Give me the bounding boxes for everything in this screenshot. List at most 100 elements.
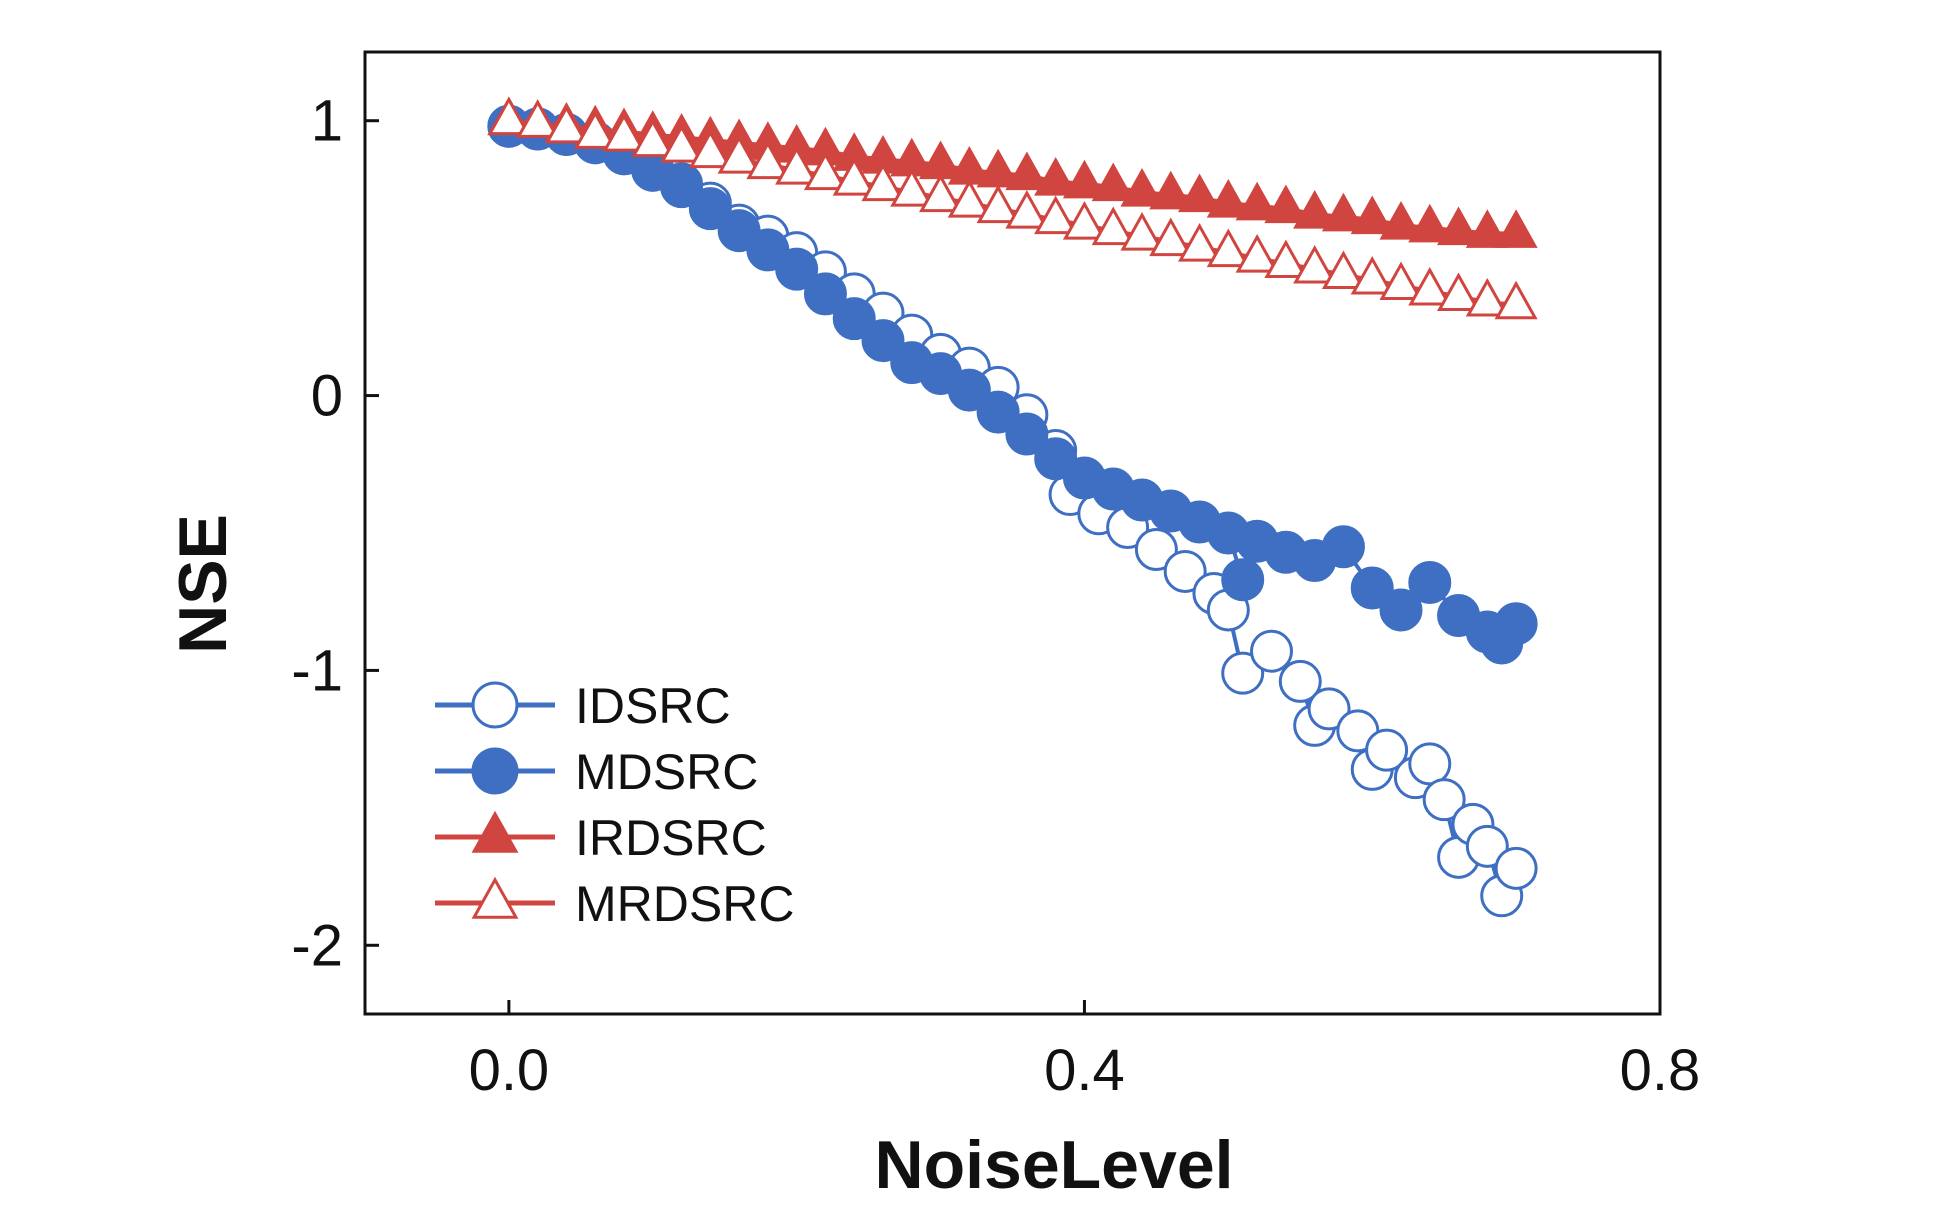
data-point — [1379, 261, 1423, 301]
data-point — [1365, 728, 1409, 772]
data-point — [1321, 192, 1366, 232]
data-point — [688, 129, 732, 169]
data-point — [918, 173, 963, 213]
data-point — [1264, 184, 1308, 224]
data-point — [1350, 255, 1394, 295]
legend-label: MDSRC — [575, 744, 758, 800]
data-point — [1062, 159, 1107, 199]
data-point — [602, 113, 646, 152]
data-point — [1465, 824, 1509, 868]
data-point — [1465, 209, 1509, 248]
data-point — [832, 157, 876, 196]
data-point — [1465, 277, 1509, 317]
data-point — [1408, 742, 1452, 786]
data-point — [947, 368, 991, 412]
x-tick-label: 0.0 — [469, 1038, 550, 1103]
data-point — [659, 124, 704, 163]
data-point — [803, 272, 847, 316]
data-point — [1422, 778, 1466, 822]
y-axis-title: NSE — [165, 514, 241, 654]
data-point — [1494, 280, 1538, 320]
legend-item-mdsrc: MDSRC — [435, 744, 758, 800]
data-point — [1177, 222, 1222, 262]
data-point — [573, 110, 617, 149]
legend-marker — [471, 810, 519, 853]
data-point — [1149, 217, 1193, 257]
y-tick-label: 1 — [311, 89, 343, 154]
data-point — [861, 162, 905, 202]
data-point — [976, 390, 1020, 434]
data-point — [1436, 272, 1481, 312]
data-point — [1321, 250, 1366, 290]
legend-item-mrdsrc: MRDSRC — [435, 876, 794, 932]
data-point — [1005, 412, 1049, 456]
y-tick-label: -1 — [291, 638, 343, 703]
legend-label: MRDSRC — [575, 876, 794, 932]
data-point — [1264, 239, 1308, 279]
axes: 0.0 0.4 0.8 1 0 -1 -2 — [291, 50, 1701, 1103]
data-point — [775, 247, 819, 291]
data-point — [1221, 558, 1265, 602]
data-point — [1494, 209, 1538, 248]
plot-area — [487, 96, 1538, 918]
data-point — [1307, 687, 1351, 731]
data-point — [1250, 629, 1293, 673]
plot-frame — [363, 50, 1662, 1016]
data-point — [775, 146, 819, 185]
data-point — [976, 184, 1020, 224]
data-point — [631, 118, 675, 158]
legend-marker — [471, 876, 519, 919]
data-point — [1034, 195, 1078, 235]
data-point — [688, 187, 732, 231]
data-point — [516, 99, 560, 138]
data-point — [1293, 244, 1337, 284]
series-mrdsrc — [487, 96, 1538, 320]
data-point — [1120, 211, 1164, 251]
data-point — [1091, 206, 1135, 246]
data-point — [1408, 203, 1452, 243]
data-point — [890, 168, 934, 207]
data-point — [1005, 151, 1049, 191]
data-point — [1379, 201, 1423, 240]
data-point — [660, 165, 704, 209]
legend-label: IDSRC — [575, 678, 731, 734]
data-point — [1235, 233, 1279, 273]
legend-item-idsrc: IDSRC — [435, 678, 731, 734]
data-point — [832, 297, 876, 341]
data-point — [717, 135, 761, 174]
data-point — [1091, 162, 1135, 202]
data-point — [1206, 179, 1250, 218]
x-tick-label: 0.8 — [1620, 1038, 1701, 1103]
data-point — [1436, 206, 1481, 246]
data-point — [1206, 228, 1250, 268]
data-point — [1293, 190, 1337, 229]
legend: IDSRC MDSRC IRDSRC MRDSRC — [435, 678, 794, 932]
x-axis-title: NoiseLevel — [874, 1127, 1233, 1203]
data-point — [1494, 602, 1538, 646]
legend-marker — [471, 681, 519, 729]
data-point — [1221, 651, 1265, 695]
data-point — [1408, 266, 1452, 306]
data-point — [487, 96, 531, 136]
data-point — [1149, 170, 1193, 210]
x-tick-label: 0.4 — [1044, 1038, 1125, 1103]
y-tick-label: 0 — [311, 364, 343, 429]
data-point — [1034, 157, 1078, 196]
data-point — [1278, 659, 1322, 703]
data-point — [1134, 527, 1178, 571]
data-point — [1379, 588, 1423, 632]
legend-label: IRDSRC — [575, 810, 767, 866]
data-point — [746, 140, 790, 180]
legend-marker — [471, 747, 519, 795]
data-point — [1120, 168, 1164, 207]
y-tick-label: -2 — [291, 913, 343, 978]
legend-item-irdsrc: IRDSRC — [435, 810, 767, 866]
data-point — [1321, 525, 1365, 569]
data-point — [1235, 181, 1279, 221]
data-point — [1494, 846, 1538, 890]
data-point — [1177, 173, 1222, 213]
data-point — [861, 319, 905, 363]
data-point — [1350, 566, 1394, 610]
data-point — [947, 179, 991, 218]
